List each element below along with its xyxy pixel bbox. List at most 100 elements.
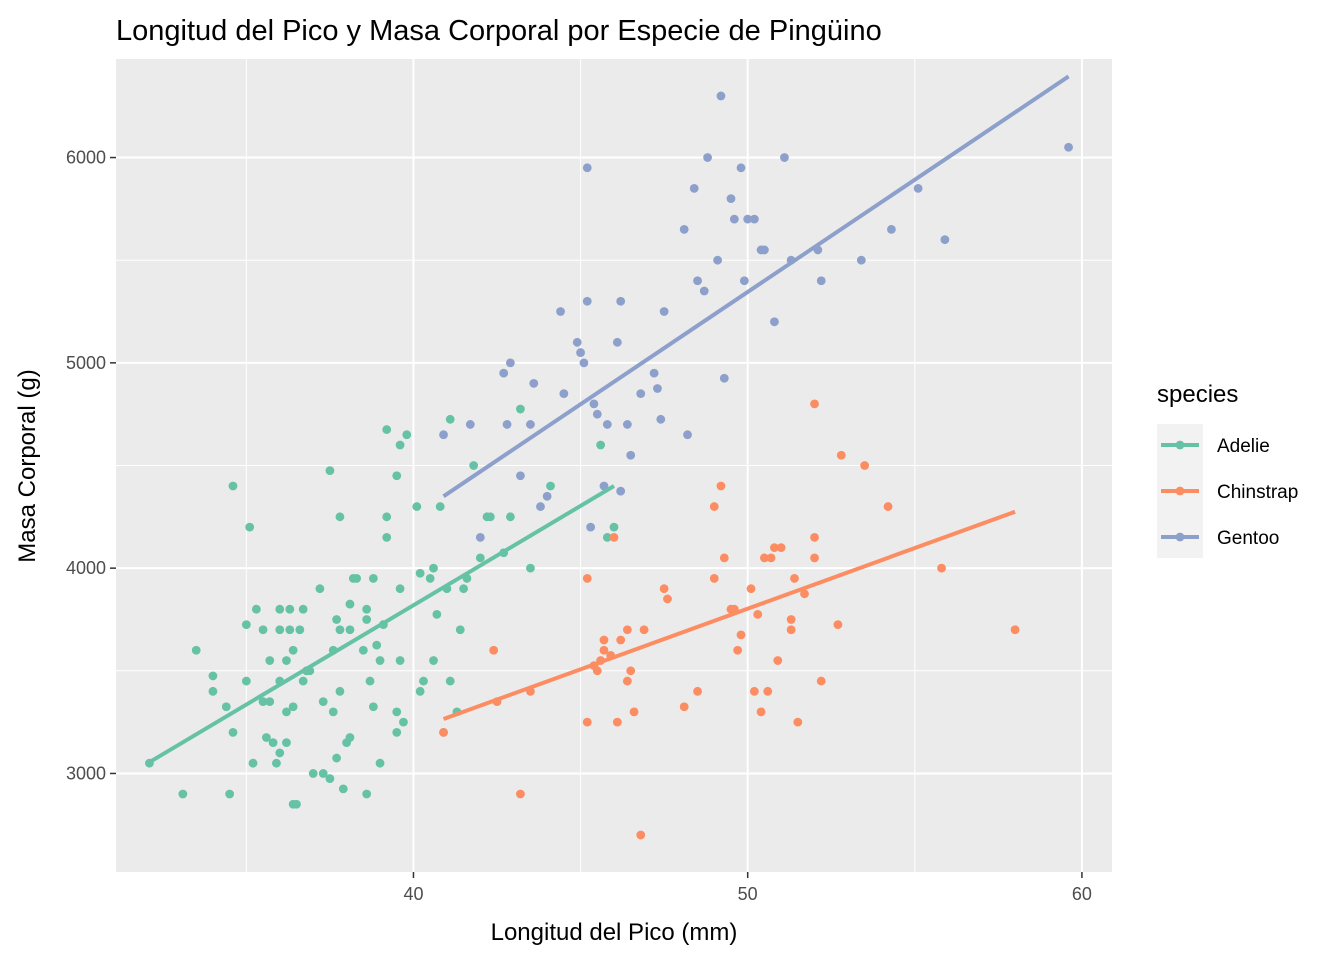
data-point-gentoo (616, 486, 626, 496)
data-point-chinstrap (810, 553, 819, 563)
data-point-adelie (251, 604, 261, 614)
data-point-gentoo (559, 389, 569, 399)
data-point-adelie (399, 717, 408, 727)
data-point-adelie (318, 697, 328, 706)
data-point-chinstrap (753, 609, 763, 619)
minor-gridlines (116, 59, 1112, 872)
data-point-gentoo (572, 337, 582, 347)
data-point-chinstrap (733, 645, 743, 655)
legend-key-point (1175, 532, 1185, 542)
data-point-chinstrap (716, 481, 726, 491)
data-point-adelie (362, 615, 372, 624)
x-tick-label: 60 (1072, 884, 1092, 904)
data-point-gentoo (1064, 142, 1073, 152)
data-point-adelie (546, 481, 555, 491)
data-point-chinstrap (622, 676, 632, 686)
data-point-gentoo (475, 532, 485, 542)
data-point-gentoo (913, 183, 923, 193)
data-point-adelie (228, 727, 238, 737)
data-point-gentoo (499, 368, 509, 378)
data-point-gentoo (536, 502, 545, 511)
data-point-chinstrap (599, 635, 609, 645)
data-point-adelie (392, 727, 402, 737)
data-point-chinstrap (746, 584, 756, 594)
data-point-chinstrap (693, 686, 702, 696)
data-point-gentoo (592, 409, 602, 419)
data-point-adelie (265, 697, 275, 706)
data-point-gentoo (465, 420, 475, 429)
chart-title: Longitud del Pico y Masa Corporal por Es… (116, 15, 882, 47)
y-axis-title: Masa Corporal (g) (14, 369, 41, 562)
data-points (145, 91, 1073, 840)
data-point-adelie (332, 615, 341, 624)
data-point-adelie (298, 604, 308, 614)
data-point-gentoo (699, 286, 709, 296)
data-point-gentoo (589, 399, 599, 409)
data-point-chinstrap (709, 574, 719, 583)
data-point-adelie (308, 769, 318, 778)
data-point-adelie (382, 425, 392, 434)
data-point-adelie (262, 733, 271, 742)
data-point-gentoo (940, 235, 950, 245)
data-point-adelie (191, 645, 201, 655)
data-point-gentoo (582, 163, 592, 173)
data-point-gentoo (602, 420, 612, 429)
y-tick-label: 4000 (66, 558, 106, 578)
data-point-chinstrap (639, 625, 649, 635)
data-point-chinstrap (800, 589, 809, 599)
x-tick-label: 40 (403, 884, 423, 904)
legend-item-gentoo: Gentoo (1161, 528, 1279, 549)
legend-label: Gentoo (1217, 528, 1279, 549)
data-point-chinstrap (582, 717, 592, 727)
data-point-gentoo (582, 296, 592, 306)
data-point-gentoo (529, 378, 539, 388)
data-point-gentoo (683, 430, 692, 440)
data-point-adelie (225, 789, 235, 799)
data-point-adelie (475, 553, 485, 563)
data-point-adelie (362, 789, 372, 799)
data-point-adelie (345, 599, 355, 609)
data-point-chinstrap (766, 553, 776, 563)
data-point-chinstrap (786, 625, 796, 635)
data-point-adelie (429, 656, 438, 665)
data-point-chinstrap (636, 830, 646, 840)
data-point-chinstrap (756, 707, 766, 717)
legend-label: Adelie (1217, 436, 1270, 457)
data-point-chinstrap (937, 563, 946, 573)
data-point-gentoo (622, 420, 632, 429)
legend-key-point (1175, 440, 1185, 450)
data-point-gentoo (736, 163, 746, 173)
data-point-adelie (268, 738, 278, 748)
data-point-gentoo (719, 373, 729, 383)
data-point-adelie (292, 799, 301, 809)
data-point-adelie (375, 758, 385, 768)
data-point-chinstrap (749, 686, 759, 696)
data-point-chinstrap (793, 717, 803, 727)
data-point-adelie (425, 574, 435, 583)
legend: species Adelie Chinstrap Gentoo (1157, 381, 1298, 558)
data-point-chinstrap (609, 532, 619, 542)
data-point-adelie (298, 676, 308, 686)
data-point-adelie (412, 502, 422, 511)
data-point-adelie (282, 738, 291, 748)
data-point-gentoo (542, 491, 552, 501)
data-point-adelie (228, 481, 238, 491)
data-point-adelie (325, 774, 335, 783)
data-point-chinstrap (612, 717, 622, 727)
data-point-gentoo (729, 214, 739, 224)
data-point-chinstrap (592, 666, 602, 676)
data-point-adelie (178, 789, 188, 799)
data-point-gentoo (726, 194, 736, 204)
series-adelie (145, 404, 619, 809)
data-point-gentoo (526, 420, 535, 429)
data-point-adelie (335, 686, 345, 696)
data-point-adelie (392, 471, 402, 481)
data-point-gentoo (760, 245, 769, 255)
data-point-adelie (505, 512, 515, 522)
data-point-adelie (258, 625, 268, 635)
data-point-gentoo (636, 389, 646, 399)
data-point-adelie (352, 574, 362, 583)
data-point-gentoo (780, 153, 789, 162)
